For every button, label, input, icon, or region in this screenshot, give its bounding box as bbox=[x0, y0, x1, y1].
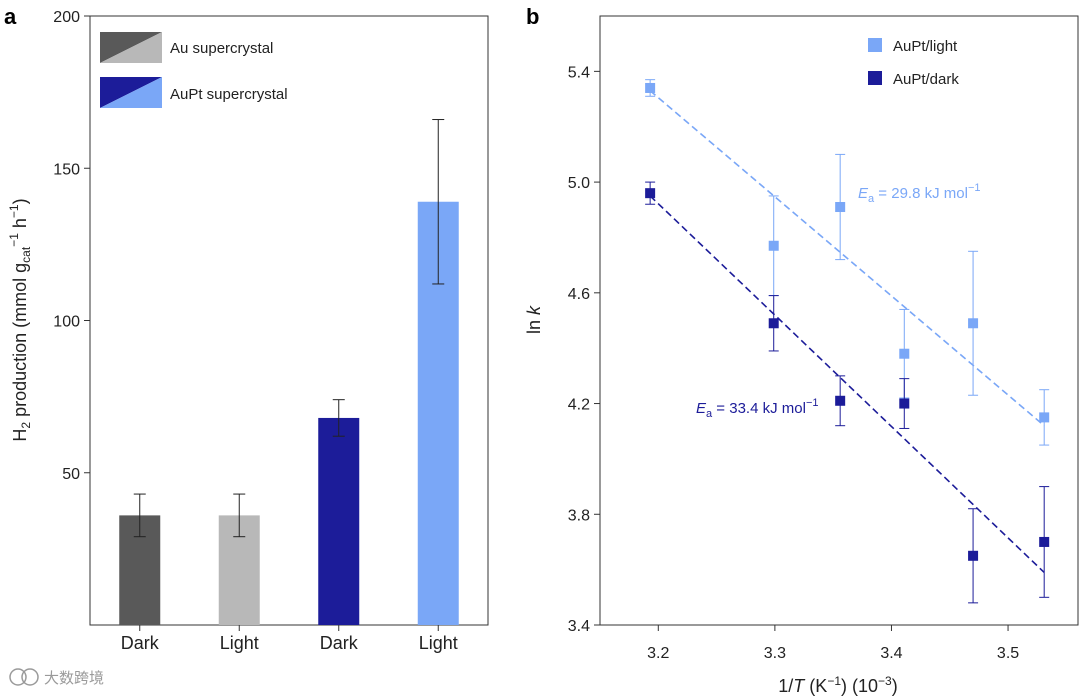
x-tick-label: 3.3 bbox=[764, 645, 786, 662]
panel-a-label: a bbox=[4, 4, 17, 29]
panel-a-y-axis: 50 100 150 200 bbox=[53, 9, 90, 483]
panel-b-x-axis-label: 1/T (K−1) (10−3) bbox=[778, 674, 897, 696]
data-point bbox=[899, 348, 910, 359]
panel-b-frame bbox=[599, 15, 1079, 626]
y-tick-label: 200 bbox=[53, 9, 80, 26]
y-tick-label: 3.4 bbox=[568, 618, 590, 635]
y-tick-label: 50 bbox=[62, 466, 80, 483]
data-point bbox=[899, 398, 910, 409]
data-point bbox=[768, 240, 779, 251]
watermark-text: 大数跨境 bbox=[44, 669, 104, 687]
panel-b-x-axis: 3.2 3.3 3.4 3.5 bbox=[647, 625, 1019, 662]
watermark: 大数跨境 bbox=[9, 668, 104, 687]
x-tick-label: 3.5 bbox=[997, 645, 1019, 662]
legend-label-aupt-dark: AuPt/dark bbox=[893, 71, 959, 88]
legend-swatch-au bbox=[100, 32, 162, 63]
data-point bbox=[1039, 412, 1050, 423]
panel-b-y-axis: 3.4 3.8 4.2 4.6 5.0 5.4 bbox=[568, 64, 600, 635]
panel-b-data-points bbox=[645, 79, 1050, 604]
y-tick-label: 4.6 bbox=[568, 286, 590, 303]
y-tick-label: 5.0 bbox=[568, 175, 590, 192]
category-label: Dark bbox=[320, 633, 359, 653]
category-label: Light bbox=[419, 633, 458, 653]
legend-label-aupt-supercrystal: AuPt supercrystal bbox=[170, 86, 288, 103]
data-point bbox=[1039, 536, 1050, 547]
fit-line-dark bbox=[649, 195, 1045, 573]
y-tick-label: 100 bbox=[53, 314, 80, 331]
legend-label-aupt-light: AuPt/light bbox=[893, 38, 958, 55]
annotation-ea-dark: Ea = 33.4 kJ mol−1 bbox=[696, 397, 818, 420]
data-point bbox=[768, 318, 779, 329]
panel-b-label: b bbox=[526, 4, 539, 29]
legend-marker-aupt-dark bbox=[868, 71, 882, 85]
watermark-logo-icon bbox=[9, 668, 27, 686]
legend-marker-aupt-light bbox=[868, 38, 882, 52]
panel-b-fit-lines bbox=[649, 90, 1045, 573]
y-tick-label: 150 bbox=[53, 161, 80, 178]
x-tick-label: 3.4 bbox=[880, 645, 902, 662]
fit-line-light bbox=[649, 90, 1045, 427]
y-tick-label: 4.2 bbox=[568, 397, 590, 414]
legend-label-au-supercrystal: Au supercrystal bbox=[170, 40, 273, 57]
data-point bbox=[835, 202, 846, 213]
category-label: Light bbox=[220, 633, 259, 653]
x-tick-label: 3.2 bbox=[647, 645, 669, 662]
panel-a-legend: Au supercrystal AuPt supercrystal bbox=[100, 32, 288, 108]
data-point bbox=[645, 82, 656, 93]
panel-b-legend: AuPt/light AuPt/dark bbox=[868, 38, 959, 88]
y-tick-label: 5.4 bbox=[568, 64, 590, 81]
legend-swatch-aupt bbox=[100, 77, 162, 108]
panel-b-y-axis-label: ln k bbox=[524, 305, 544, 334]
y-tick-label: 3.8 bbox=[568, 507, 590, 524]
panel-a-category-labels: Dark Light Dark Light bbox=[121, 625, 458, 653]
annotation-ea-light: Ea = 29.8 kJ mol−1 bbox=[858, 182, 980, 205]
data-point bbox=[645, 188, 656, 199]
data-point bbox=[968, 550, 979, 561]
panel-a-y-axis-label: H2 production (mmol gcat−1 h−1) bbox=[7, 198, 33, 441]
bar bbox=[318, 417, 360, 625]
panel-a-bars bbox=[119, 119, 459, 625]
data-point bbox=[835, 395, 846, 406]
category-label: Dark bbox=[121, 633, 160, 653]
data-point bbox=[968, 318, 979, 329]
